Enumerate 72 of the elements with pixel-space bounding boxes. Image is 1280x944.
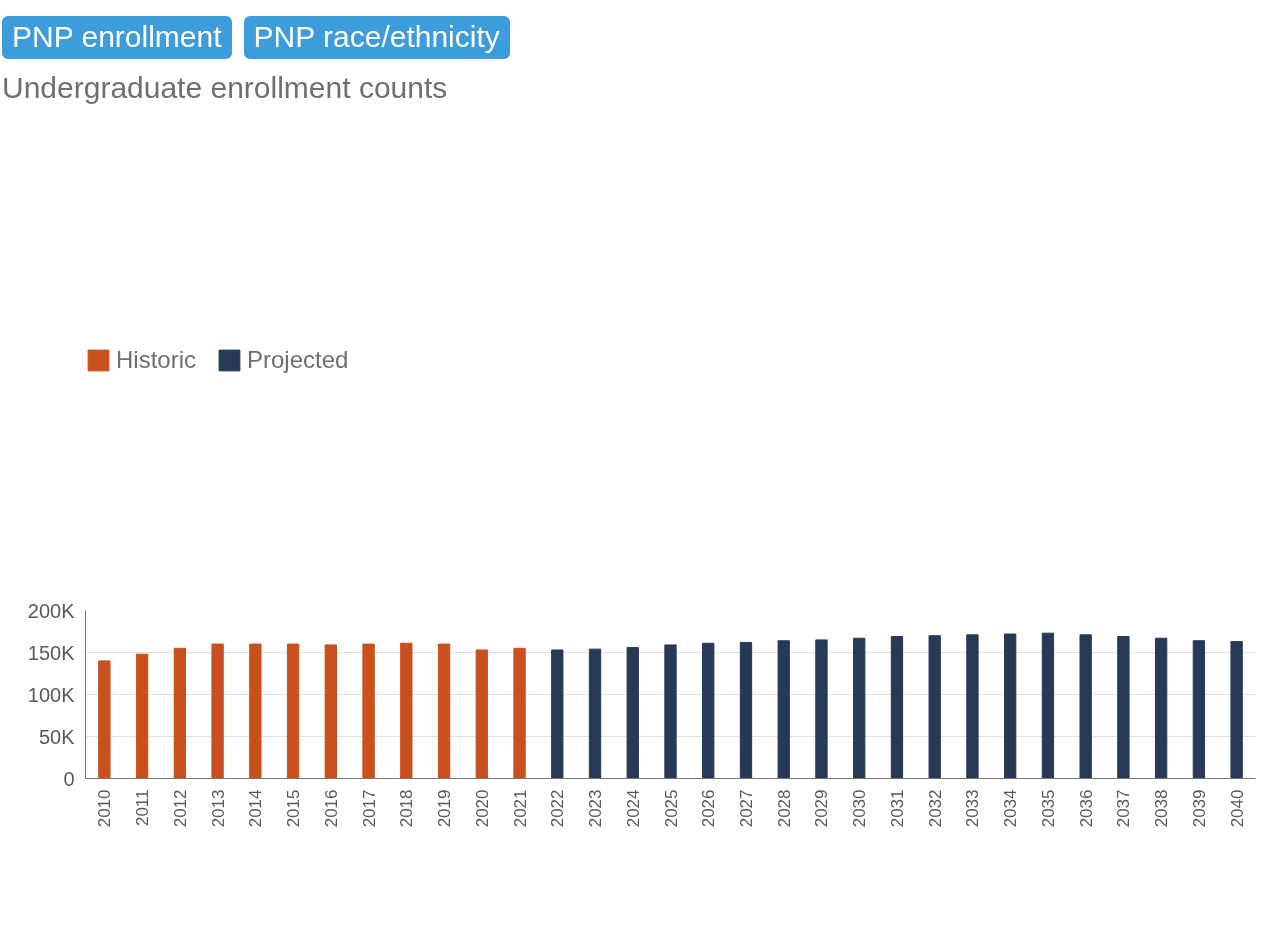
bar bbox=[928, 634, 941, 779]
bar bbox=[400, 642, 413, 779]
x-tick-label: 2030 bbox=[850, 789, 870, 828]
y-tick-label: 100K bbox=[27, 683, 76, 706]
bar bbox=[815, 639, 828, 779]
x-tick-label: 2035 bbox=[1038, 789, 1058, 828]
bar bbox=[588, 648, 602, 779]
legend-label: Projected bbox=[247, 345, 349, 374]
x-tick-label: 2017 bbox=[359, 789, 379, 828]
x-tick-label: 2011 bbox=[133, 789, 153, 826]
x-tick-label: 2028 bbox=[774, 789, 794, 828]
x-tick-label: 2026 bbox=[699, 789, 719, 828]
x-tick-label: 2027 bbox=[736, 789, 756, 828]
text: PNP enrollment bbox=[12, 19, 222, 55]
bar bbox=[1079, 634, 1092, 779]
bar bbox=[1041, 632, 1055, 779]
x-tick-label: 2012 bbox=[170, 789, 190, 828]
x-tick-label: 2022 bbox=[548, 789, 568, 828]
bar bbox=[1192, 639, 1206, 779]
y-tick-label: 50K bbox=[38, 725, 76, 748]
x-tick-label: 2024 bbox=[623, 789, 643, 828]
x-tick-label: 2034 bbox=[1001, 789, 1021, 828]
x-tick-label: 2019 bbox=[435, 789, 455, 828]
bar bbox=[437, 643, 451, 779]
bar bbox=[739, 641, 753, 779]
x-tick-label: 2032 bbox=[925, 789, 945, 828]
bar bbox=[551, 649, 564, 779]
x-tick-label: 2037 bbox=[1114, 789, 1134, 828]
x-tick-label: 2010 bbox=[95, 789, 115, 828]
x-tick-label: 2015 bbox=[284, 789, 304, 828]
x-tick-label: 2040 bbox=[1227, 789, 1247, 828]
bar bbox=[1230, 640, 1243, 779]
legend-label: Historic bbox=[116, 345, 197, 374]
x-tick-label: 2018 bbox=[397, 789, 417, 828]
bar bbox=[249, 643, 262, 779]
y-tick-label: 0 bbox=[63, 767, 75, 790]
y-tick-label: 200K bbox=[27, 599, 76, 622]
bar bbox=[513, 647, 526, 779]
y-tick-label: 150K bbox=[27, 641, 76, 664]
x-tick-label: 2013 bbox=[208, 789, 228, 828]
bar bbox=[702, 642, 715, 779]
bar bbox=[890, 635, 904, 779]
bar bbox=[475, 649, 488, 779]
bar bbox=[362, 643, 375, 779]
bar bbox=[1154, 637, 1168, 779]
bar bbox=[966, 634, 979, 779]
text: PNP race/ethnicity bbox=[253, 19, 500, 55]
x-tick-label: 2014 bbox=[246, 789, 266, 828]
bar bbox=[626, 646, 639, 779]
x-tick-label: 2020 bbox=[472, 789, 492, 828]
bar bbox=[324, 644, 337, 779]
x-tick-label: 2023 bbox=[586, 789, 606, 828]
x-tick-label: 2021 bbox=[510, 789, 530, 828]
x-tick-label: 2038 bbox=[1152, 789, 1172, 828]
bar bbox=[98, 660, 111, 779]
bar bbox=[1117, 635, 1130, 779]
x-tick-label: 2033 bbox=[963, 789, 983, 828]
bar bbox=[286, 643, 300, 779]
bar bbox=[211, 643, 224, 779]
bar bbox=[777, 639, 790, 779]
chart-title: Undergraduate enrollment counts bbox=[2, 69, 448, 106]
bar bbox=[1004, 633, 1017, 779]
bar bbox=[135, 653, 149, 779]
x-tick-label: 2039 bbox=[1189, 789, 1209, 828]
bar bbox=[173, 647, 187, 779]
x-tick-label: 2016 bbox=[321, 789, 341, 828]
x-tick-label: 2036 bbox=[1076, 789, 1096, 828]
bar bbox=[853, 637, 866, 779]
x-tick-label: 2029 bbox=[812, 789, 832, 828]
x-tick-label: 2025 bbox=[661, 789, 681, 828]
bar bbox=[664, 644, 677, 779]
x-tick-label: 2031 bbox=[887, 789, 907, 828]
